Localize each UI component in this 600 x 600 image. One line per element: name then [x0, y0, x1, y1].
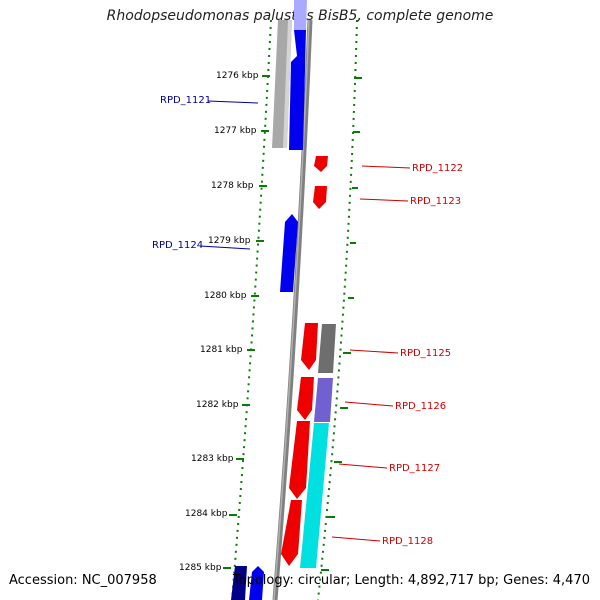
- kbp-label: 1278 kbp: [211, 181, 254, 191]
- feature-dark-grey-block: [318, 324, 336, 373]
- feature-cyan-block: [300, 423, 329, 568]
- gene-arrow-blue-small: [249, 566, 264, 600]
- feature-purple-block: [314, 378, 333, 422]
- genome-backbone: [272, 19, 313, 600]
- kbp-label: 1285 kbp: [179, 563, 222, 573]
- gene-label-rpd-1123[interactable]: RPD_1123: [410, 196, 461, 207]
- kbp-label: 1280 kbp: [204, 291, 247, 301]
- kbp-label: 1277 kbp: [214, 126, 257, 136]
- kbp-label: 1281 kbp: [200, 345, 243, 355]
- leader-line-rpd-1124: [199, 245, 251, 250]
- gene-arrow-rpd-1126: [297, 377, 314, 420]
- leader-line-rpd-1127: [338, 463, 388, 469]
- gene-arrow-rpd-1121: [289, 30, 306, 150]
- accession-text: Accession: NC_007958: [9, 573, 157, 588]
- leader-line-rpd-1123: [359, 198, 409, 202]
- leader-line-rpd-1125: [349, 349, 399, 354]
- gene-label-rpd-1126[interactable]: RPD_1126: [395, 401, 446, 412]
- kbp-label: 1279 kbp: [208, 236, 251, 246]
- gene-arrow-rpd-1127: [289, 421, 310, 499]
- gene-arrow-rpd-1124: [280, 214, 298, 292]
- inner-ticks: [223, 75, 270, 569]
- kbp-label: 1283 kbp: [191, 454, 234, 464]
- kbp-label: 1276 kbp: [216, 71, 259, 81]
- leader-line-rpd-1121: [207, 100, 259, 104]
- leader-line-rpd-1126: [344, 401, 394, 407]
- gene-label-rpd-1127[interactable]: RPD_1127: [389, 463, 440, 474]
- gene-arrow-rpd-1123: [313, 186, 327, 209]
- gene-label-rpd-1121[interactable]: RPD_1121: [160, 95, 211, 106]
- leader-line-rpd-1128: [331, 536, 381, 542]
- gene-label-rpd-1124[interactable]: RPD_1124: [152, 240, 203, 251]
- gene-label-rpd-1128[interactable]: RPD_1128: [382, 536, 433, 547]
- leader-line-rpd-1122: [361, 165, 411, 169]
- outer-ticks: [321, 77, 362, 571]
- kbp-label: 1284 kbp: [185, 509, 228, 519]
- kbp-label: 1282 kbp: [196, 400, 239, 410]
- gene-label-rpd-1125[interactable]: RPD_1125: [400, 348, 451, 359]
- gene-arrow-rpd-1125: [301, 323, 318, 370]
- gene-arrow-rpd-1128: [281, 500, 302, 566]
- inner-dotted-ring: [231, 19, 272, 600]
- topology-text: Topology: circular; Length: 4,892,717 bp…: [232, 573, 590, 588]
- gene-label-rpd-1122[interactable]: RPD_1122: [412, 163, 463, 174]
- outer-dotted-ring: [317, 19, 358, 600]
- gene-arrow-rpd-1122: [314, 156, 328, 172]
- gene-arrow-dark-blue: [231, 566, 247, 600]
